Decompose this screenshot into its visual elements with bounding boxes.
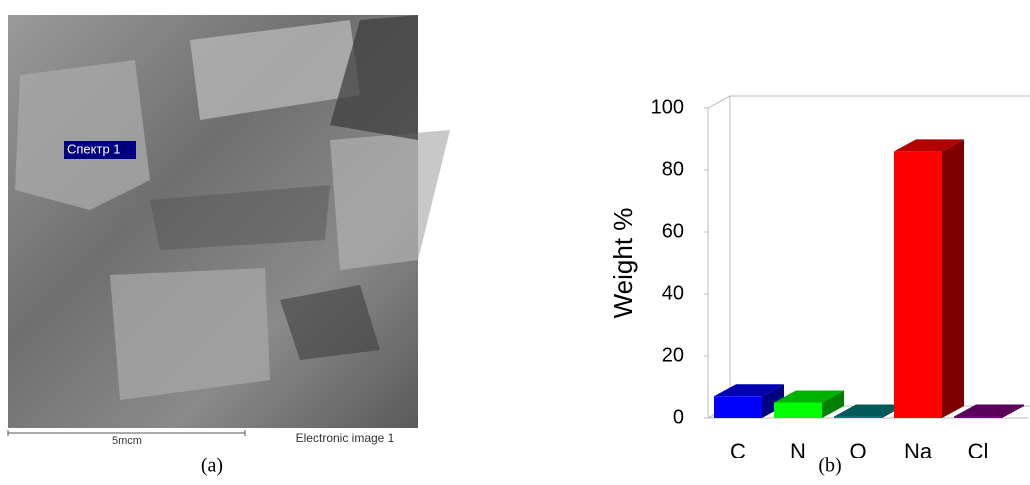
x-tick-label: C (730, 439, 746, 464)
panel-label: (a) (201, 455, 223, 477)
y-tick-label: 40 (662, 282, 684, 304)
bar (834, 416, 882, 418)
x-tick-label: O (849, 439, 866, 464)
marker-label: Спектр 1 (67, 141, 121, 156)
bar-top (714, 384, 784, 397)
bar-side (822, 390, 844, 418)
panel-label: (b) (818, 455, 841, 477)
y-axis-label: Weight % (608, 208, 638, 319)
chart: C N O Na Cl (704, 95, 1030, 464)
x-tick-label: N (790, 439, 806, 464)
back-wall (707, 95, 1030, 418)
bar (714, 396, 762, 418)
y-tick-label: 80 (662, 158, 684, 180)
image-label: Electronic image 1 (296, 431, 395, 445)
bar-top (894, 139, 964, 152)
bar (954, 416, 1002, 418)
scale-bar: 5mcm Electronic image 1 (7, 430, 395, 447)
y-tick-label: 60 (662, 220, 684, 242)
y-tick-label: 0 (673, 406, 684, 428)
bar-top (774, 390, 844, 403)
sem-image: Спектр 1 (8, 15, 450, 428)
scale-label: 5mcm (112, 435, 142, 447)
x-tick-label: Na (904, 439, 933, 464)
y-tick-label: 100 (651, 96, 684, 118)
bar-top (834, 404, 904, 417)
bar (894, 151, 942, 418)
bar (774, 402, 822, 418)
y-tick-label: 20 (662, 344, 684, 366)
bar-side (762, 384, 784, 418)
x-tick-label: Cl (968, 439, 989, 464)
bar-top (954, 404, 1024, 417)
bar-side (942, 139, 964, 418)
bar-side (1002, 404, 1024, 418)
